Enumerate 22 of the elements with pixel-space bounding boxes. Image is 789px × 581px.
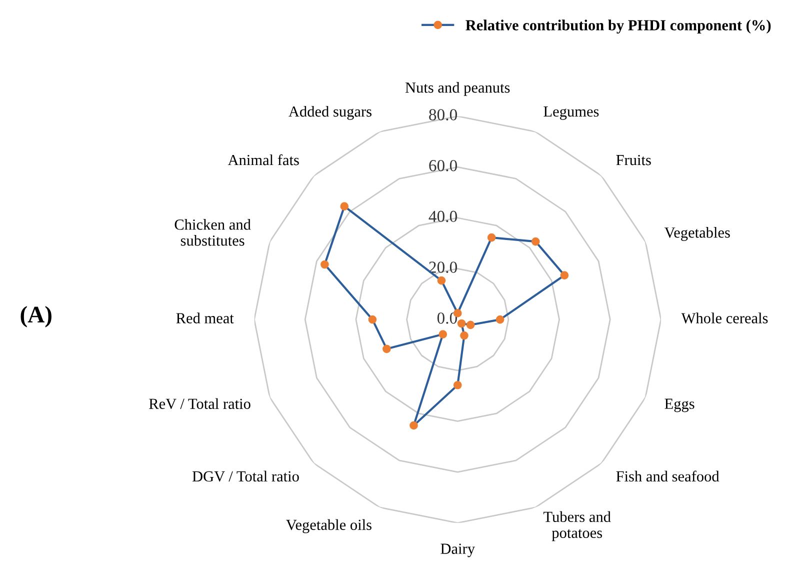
spoke-label: DGV / Total ratio <box>192 470 299 482</box>
spoke-label: Dairy <box>440 544 475 558</box>
y-tick-label: 80.0 <box>429 109 457 120</box>
spoke-label: Fruits <box>616 154 651 166</box>
y-tick-label: 20.0 <box>429 262 457 273</box>
spoke-label: Red meat <box>176 312 234 324</box>
spoke-label: Vegetables <box>664 227 730 241</box>
y-tick-label: 60.0 <box>429 160 457 172</box>
spoke-label: Legumes <box>544 106 599 120</box>
spoke-label: Tubers and potatoes <box>543 511 611 542</box>
y-tick-label: 40.0 <box>428 210 457 222</box>
spoke-label: Nuts and peanuts <box>405 82 510 96</box>
spoke-label: Eggs <box>664 398 694 412</box>
spoke-label: Added sugars <box>288 106 372 120</box>
spoke-label: Chicken and substitutes <box>174 219 251 246</box>
text: (A) <box>20 306 52 328</box>
legend-label: Relative contribution by PHDI component (%) <box>466 20 771 34</box>
spoke-label: Fish and seafood <box>616 470 720 482</box>
spoke-label: Whole cereals <box>681 312 768 324</box>
spoke-label: Vegetable oils <box>286 519 372 534</box>
spoke-label: Animal fats <box>228 154 299 166</box>
spoke-label: ReV / Total ratio <box>149 398 250 410</box>
